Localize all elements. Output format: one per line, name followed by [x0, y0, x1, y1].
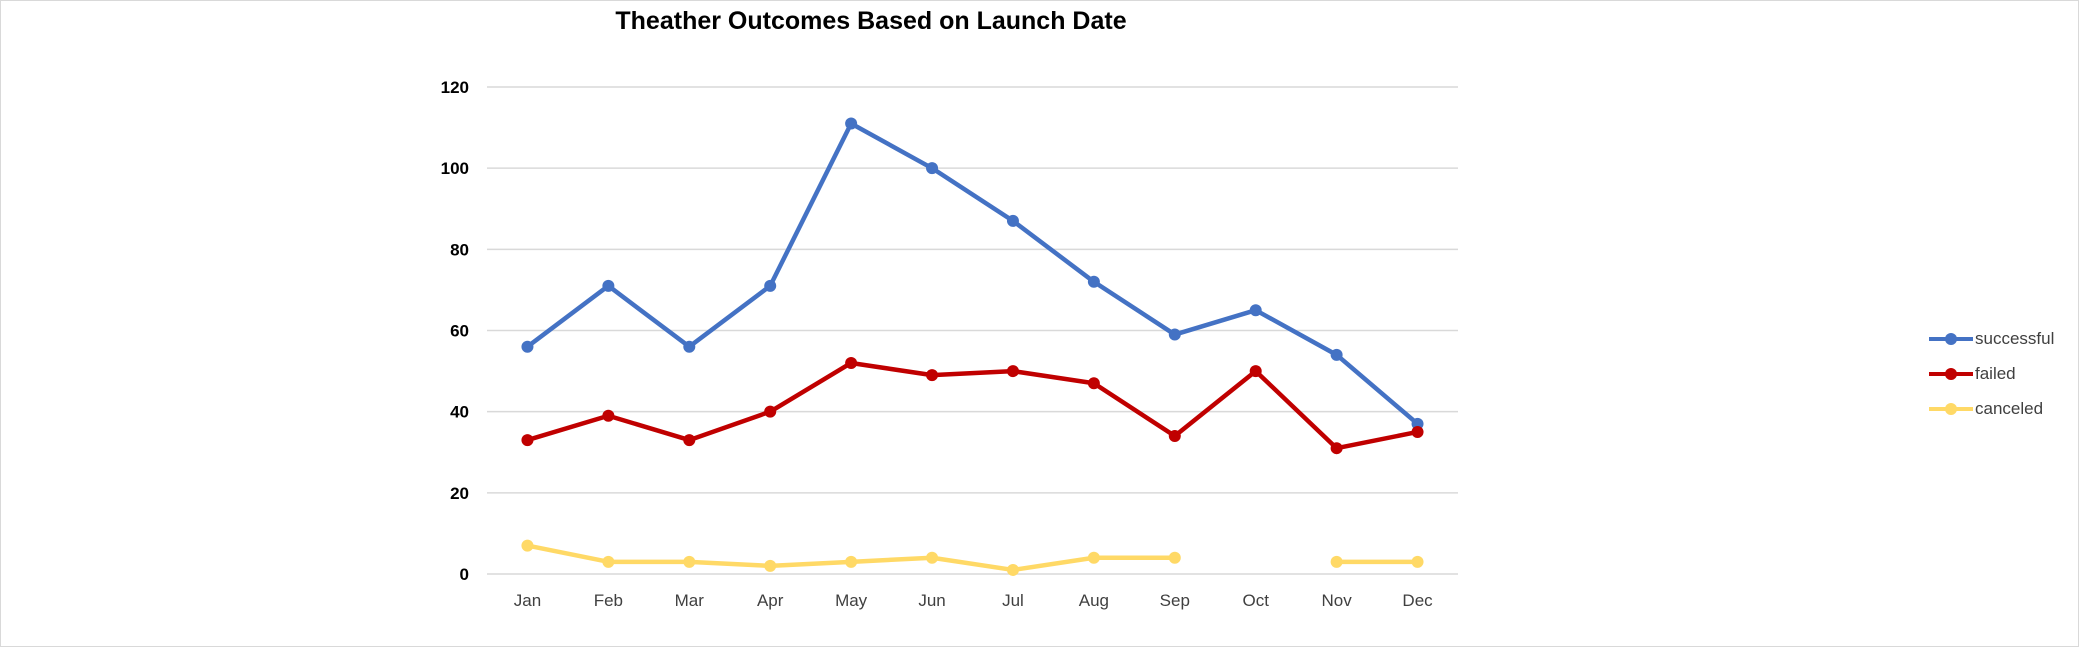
data-point-canceled [521, 539, 534, 552]
data-point-canceled [1087, 551, 1100, 564]
data-point-failed [1411, 425, 1424, 438]
y-tick-label: 120 [441, 78, 469, 97]
data-point-failed [683, 434, 696, 447]
data-point-successful [1087, 275, 1100, 288]
data-point-canceled [602, 555, 615, 568]
legend-label: successful [1975, 328, 2055, 348]
legend-item-successful: successful [1929, 321, 2054, 356]
data-point-canceled [764, 559, 777, 572]
legend-label: failed [1975, 363, 2016, 383]
data-point-failed [1087, 377, 1100, 390]
data-point-successful [1330, 348, 1343, 361]
data-point-successful [1249, 304, 1262, 317]
data-point-failed [1168, 430, 1181, 443]
y-tick-label: 60 [450, 322, 469, 341]
x-tick-label: Dec [1402, 591, 1433, 610]
legend-marker [1945, 402, 1957, 415]
data-point-failed [521, 434, 534, 447]
x-tick-label: Nov [1322, 591, 1353, 610]
x-tick-label: Mar [675, 591, 705, 610]
data-point-canceled [926, 551, 939, 564]
x-tick-label: Jun [918, 591, 945, 610]
data-point-successful [845, 117, 858, 130]
data-point-canceled [1168, 551, 1181, 564]
y-tick-label: 20 [450, 484, 469, 503]
data-point-successful [683, 340, 696, 353]
data-point-canceled [1006, 563, 1019, 576]
data-point-failed [764, 405, 777, 418]
chart-title: Theather Outcomes Based on Launch Date [615, 7, 1127, 35]
y-tick-label: 80 [450, 240, 469, 259]
data-point-canceled [1411, 555, 1424, 568]
y-tick-label: 0 [460, 565, 469, 584]
data-point-failed [1249, 365, 1262, 378]
legend-marker [1945, 367, 1957, 380]
data-point-successful [926, 162, 939, 175]
x-tick-label: Oct [1242, 591, 1269, 610]
legend-label: canceled [1975, 398, 2044, 418]
data-point-canceled [683, 555, 696, 568]
data-point-failed [1006, 365, 1019, 378]
legend-swatch [1929, 366, 1973, 382]
data-point-successful [1168, 328, 1181, 341]
legend-item-canceled: canceled [1929, 391, 2054, 426]
data-point-canceled [845, 555, 858, 568]
x-tick-label: Aug [1079, 591, 1109, 610]
legend-marker [1945, 332, 1957, 345]
x-tick-label: Sep [1160, 591, 1190, 610]
series-line-failed [525, 360, 1420, 451]
x-tick-label: Jan [514, 591, 541, 610]
data-point-failed [602, 409, 615, 422]
x-tick-label: May [835, 591, 868, 610]
legend-swatch [1929, 401, 1973, 417]
x-tick-label: Apr [757, 591, 784, 610]
data-point-failed [845, 356, 858, 369]
data-point-successful [764, 279, 777, 292]
data-point-canceled [1330, 555, 1343, 568]
data-point-successful [1006, 214, 1019, 227]
data-point-successful [521, 340, 534, 353]
series-line-canceled [525, 543, 1420, 573]
data-point-failed [926, 369, 939, 382]
y-tick-label: 100 [441, 159, 469, 178]
data-point-failed [1330, 442, 1343, 455]
data-point-successful [602, 279, 615, 292]
chart-legend: successful failed canceled [1929, 321, 2054, 426]
y-tick-label: 40 [450, 403, 469, 422]
x-tick-label: Jul [1002, 591, 1024, 610]
legend-item-failed: failed [1929, 356, 2054, 391]
series-line-successful [525, 121, 1420, 427]
legend-swatch [1929, 331, 1973, 347]
x-tick-label: Feb [594, 591, 623, 610]
